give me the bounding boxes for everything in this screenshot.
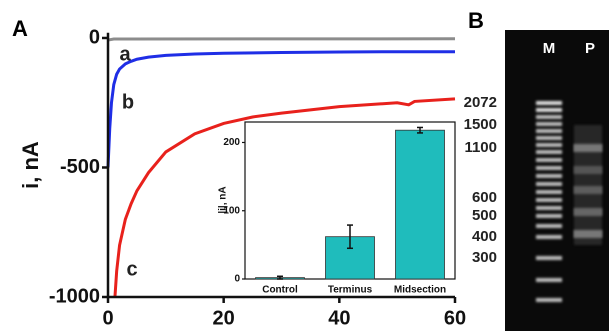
gel-band: [536, 182, 562, 186]
gel-band: [536, 190, 562, 194]
x-tick-label: Control: [262, 285, 298, 296]
gel-band: [536, 136, 562, 140]
gel-band: [536, 278, 562, 282]
x-tick-label: Terminus: [328, 285, 373, 296]
x-tick-label: 20: [213, 307, 235, 329]
data-line: [108, 39, 455, 40]
y-tick-label: 0: [89, 26, 100, 48]
x-tick-label: 0: [102, 307, 113, 329]
bar: [396, 130, 445, 279]
x-tick-label: Midsection: [394, 285, 446, 296]
gel-band: [536, 143, 562, 147]
x-tick-label: 40: [328, 307, 350, 329]
curve-label: b: [122, 91, 134, 113]
panel-label: A: [12, 16, 28, 41]
gel-band: [536, 214, 562, 218]
gel-band: [536, 158, 562, 162]
ladder-label: 2072: [464, 94, 497, 111]
panel-label: B: [468, 8, 484, 33]
gel-smear: [574, 125, 602, 245]
gel-band: [536, 108, 562, 112]
lane-label: M: [543, 40, 556, 57]
gel-band: [536, 101, 562, 105]
ladder-label: 400: [472, 228, 497, 245]
gel-band: [536, 150, 562, 154]
lane-label: P: [585, 40, 595, 57]
ladder-label: 1100: [464, 139, 497, 156]
y-axis-label: |i|, nA: [218, 186, 229, 213]
curve-label: a: [119, 43, 131, 65]
x-tick-label: 60: [444, 307, 466, 329]
figure: A B MP207215001100600500400300abc-1000-5…: [0, 0, 609, 331]
y-tick-label: 200: [223, 137, 240, 148]
y-tick-label: -500: [60, 156, 100, 178]
ladder-label: 500: [472, 207, 497, 224]
curve-label: c: [126, 258, 137, 280]
gel-band: [536, 129, 562, 133]
gel-band: [536, 198, 562, 202]
ladder-label: 600: [472, 189, 497, 206]
ladder-label: 1500: [464, 116, 497, 133]
gel-band: [536, 256, 562, 260]
y-axis-label: i, nA: [18, 141, 43, 189]
gel-band: [536, 122, 562, 126]
gel-band: [536, 298, 562, 302]
gel-band: [536, 206, 562, 210]
gel-band: [536, 115, 562, 119]
gel-band: [536, 174, 562, 178]
gel-band: [536, 235, 562, 239]
y-tick-label: 0: [234, 274, 240, 285]
y-tick-label: -1000: [49, 285, 100, 307]
gel-band: [536, 224, 562, 228]
gel-band: [536, 166, 562, 170]
ladder-label: 300: [472, 249, 497, 266]
